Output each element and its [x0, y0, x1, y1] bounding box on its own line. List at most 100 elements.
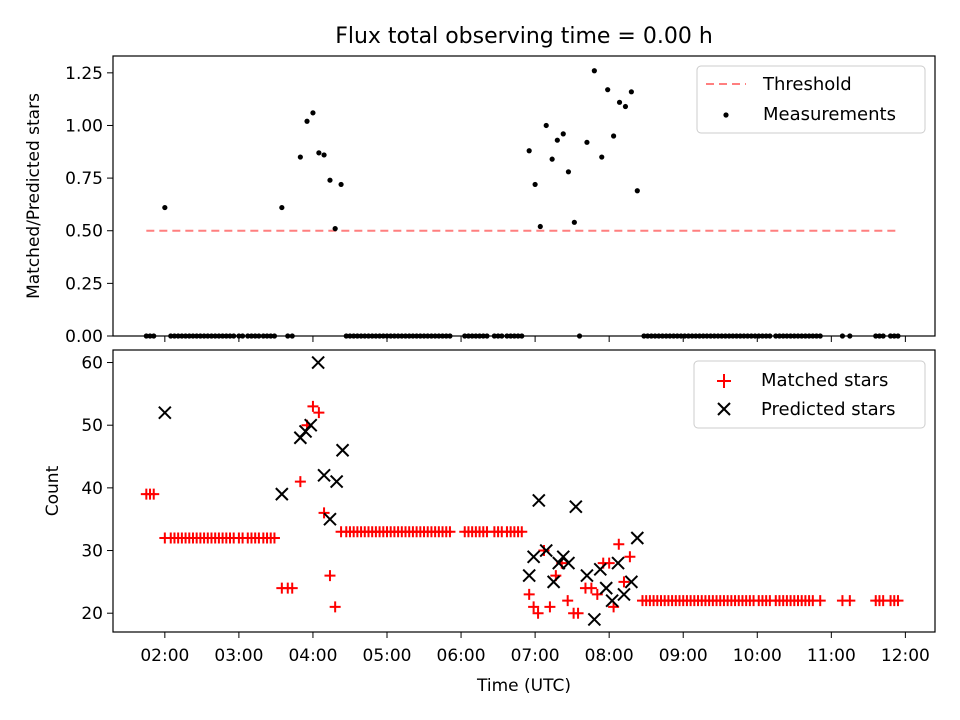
bottom-legend-box	[693, 360, 926, 429]
predicted-star-marker	[323, 512, 337, 526]
predicted-star-marker	[552, 556, 566, 570]
predicted-star-marker	[275, 487, 289, 501]
bottom-x-tick-label: 11:00	[807, 646, 856, 666]
bottom-x-tick-label: 10:00	[733, 646, 782, 666]
top-axes-ticks: 0.00 0.25 0.50 0.75 1.00 1.25	[65, 64, 906, 347]
legend-matched-label: Matched stars	[761, 370, 888, 391]
predicted-star-marker	[526, 550, 541, 564]
matched-star-marker	[544, 601, 556, 613]
measurement-point	[584, 139, 590, 145]
bottom-x-tick-label: 06:00	[437, 646, 486, 666]
top-y-tick-label: 0.75	[65, 169, 103, 189]
matched-star-marker	[618, 576, 630, 588]
x-axis-label: Time (UTC)	[476, 676, 571, 696]
predicted-star-marker	[561, 556, 576, 570]
top-legend: Threshold Measurements	[696, 65, 926, 134]
measurement-point	[543, 122, 549, 129]
measurement-point	[622, 103, 629, 110]
predicted-star-marker	[304, 418, 318, 432]
bottom-axes-ticks: 20 30 40 50 60 02:00 03:00 04:00 05:00 06:00 07:00…	[81, 354, 930, 666]
measurement-point	[316, 150, 322, 156]
legend-measurements-swatch	[723, 112, 729, 118]
predicted-star-marker	[605, 593, 619, 608]
measurement-point	[297, 154, 303, 160]
predicted-star-marker	[617, 587, 631, 602]
legend-matched-swatch	[717, 374, 731, 388]
matched-star-marker	[528, 601, 540, 613]
measurement-point	[605, 87, 611, 93]
predicted-star-marker	[611, 556, 625, 570]
matched-star-marker	[844, 595, 856, 607]
matched-star-marker	[624, 551, 636, 563]
bottom-x-tick-label: 07:00	[511, 646, 560, 666]
predicted-star-marker	[569, 499, 583, 514]
measurement-point	[611, 133, 617, 139]
predicted-star-marker	[580, 568, 594, 583]
matched-star-marker	[572, 607, 584, 619]
chart-title: Flux total observing time = 0.00 h	[335, 24, 713, 49]
top-y-tick-label: 0.25	[65, 274, 103, 294]
measurement-point	[565, 169, 572, 175]
predicted-star-marker	[593, 562, 607, 577]
measurement-point	[634, 188, 640, 194]
measurement-point	[279, 204, 285, 211]
measurement-point	[628, 89, 634, 95]
predicted-star-marker	[546, 575, 561, 589]
matched-star-marker	[814, 595, 826, 607]
measurement-point	[327, 177, 333, 183]
matched-star-marker	[318, 507, 330, 519]
top-y-tick-label: 0.50	[65, 222, 103, 242]
matched-star-marker	[268, 532, 280, 544]
legend-threshold-label: Threshold	[762, 74, 852, 95]
bottom-panel: 20 30 40 50 60 02:00 03:00 04:00 05:00 06:00 07:00…	[43, 349, 936, 696]
measurement-point	[526, 148, 532, 154]
matched-star-marker	[538, 545, 550, 557]
matched-star-marker	[613, 538, 625, 550]
measurement-point	[554, 137, 560, 143]
matched-star-marker	[516, 526, 528, 538]
predicted-star-marker	[539, 543, 553, 558]
bottom-x-tick-label: 03:00	[214, 646, 263, 666]
measurement-point	[560, 131, 566, 137]
matched-star-marker	[562, 595, 574, 607]
top-y-tick-label: 0.00	[65, 327, 103, 347]
predicted-star-marker	[587, 612, 602, 627]
predicted-star-marker	[599, 581, 613, 595]
measurement-point	[599, 154, 605, 160]
bottom-y-tick-label: 50	[81, 416, 103, 436]
matched-star-marker	[892, 595, 904, 607]
matched-star-marker	[329, 601, 341, 613]
measurement-point	[532, 181, 538, 188]
bottom-x-tick-label: 08:00	[585, 646, 634, 666]
predicted-stars-points	[158, 355, 645, 627]
measurement-point	[537, 223, 543, 230]
bottom-y-tick-label: 20	[81, 604, 103, 624]
matched-star-marker	[294, 476, 306, 488]
matched-star-marker	[286, 582, 298, 594]
bottom-axes-frame	[112, 349, 936, 633]
predicted-star-marker	[311, 355, 325, 370]
predicted-star-marker	[317, 468, 331, 483]
predicted-star-marker	[158, 405, 172, 420]
bottom-y-tick-label: 40	[81, 479, 103, 499]
bottom-y-axis-label: Count	[43, 465, 63, 516]
predicted-star-marker	[630, 531, 645, 545]
bottom-x-tick-label: 09:00	[659, 646, 708, 666]
measurement-point	[310, 110, 316, 116]
bottom-y-tick-label: 60	[81, 354, 103, 374]
predicted-star-marker	[522, 568, 536, 583]
top-y-tick-label: 1.25	[65, 64, 103, 84]
measurement-point	[304, 118, 310, 124]
top-legend-box	[696, 65, 926, 134]
top-y-axis-label: Matched/Predicted stars	[24, 93, 44, 299]
measurement-point	[321, 152, 327, 158]
matched-star-marker	[444, 526, 456, 538]
predicted-star-marker	[624, 575, 639, 589]
matched-star-marker	[313, 407, 325, 419]
legend-predicted-swatch	[717, 402, 731, 416]
matched-star-marker	[324, 570, 336, 582]
bottom-legend: Matched stars Predicted stars	[693, 360, 926, 429]
legend-predicted-label: Predicted stars	[761, 399, 895, 420]
matched-star-marker	[585, 582, 597, 594]
